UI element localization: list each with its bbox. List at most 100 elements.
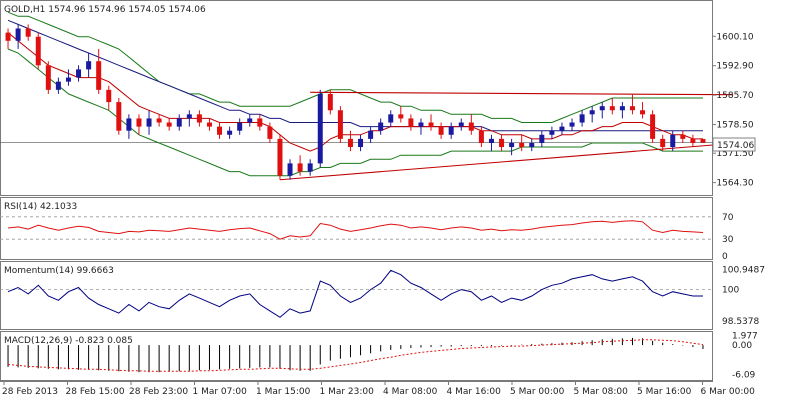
price-series-group	[0, 11, 734, 181]
candle-body	[136, 118, 142, 127]
candle-body	[509, 142, 515, 148]
momentum-line	[7, 269, 703, 318]
candle-body	[398, 114, 404, 119]
candle-body	[640, 110, 646, 115]
time-tick-label: 28 Feb 2013	[2, 387, 58, 397]
candle-body	[690, 138, 696, 143]
candle-body	[237, 122, 243, 131]
price-y-tick-label: 1600.10	[716, 32, 753, 42]
candle-body	[206, 122, 212, 127]
candle-body	[670, 134, 676, 148]
candle-body	[347, 138, 353, 148]
price-y-tick-label: 1585.70	[716, 91, 753, 101]
time-tick-label: 5 Mar 00:00	[510, 387, 565, 397]
candle-body	[156, 118, 162, 123]
momentum-pane	[0, 261, 713, 330]
rsi-line	[7, 220, 704, 240]
time-tick-label: 1 Mar 07:00	[193, 387, 248, 397]
macd-signal-line	[7, 339, 704, 372]
candle-body	[438, 126, 444, 135]
candle-body	[569, 122, 575, 127]
price-badge: 1574.06	[717, 141, 754, 151]
candle-body	[358, 138, 364, 148]
momentum-y-tick-label: 100	[722, 286, 739, 296]
candle-body	[478, 130, 484, 143]
candle-body	[55, 81, 61, 90]
candle-body	[428, 122, 434, 127]
time-tick-label: 6 Mar 00:00	[701, 387, 756, 397]
candle-body	[519, 142, 525, 148]
candle-body	[408, 118, 414, 127]
candle-body	[650, 114, 656, 139]
time-tick-label: 28 Feb 15:00	[66, 387, 125, 397]
candle-body	[307, 163, 313, 172]
rsi-y-tick-label: 0	[722, 252, 728, 262]
time-tick-label: 28 Feb 23:00	[129, 387, 188, 397]
candle-body	[378, 122, 384, 131]
candle-body	[488, 138, 494, 143]
candle-body	[126, 118, 132, 131]
price-y-tick-label: 1592.90	[716, 62, 753, 72]
candle-body	[247, 118, 253, 123]
price-y-tick-label: 1578.50	[716, 121, 753, 131]
macd-y-tick-label: 1.977	[732, 332, 758, 342]
candle-body	[327, 93, 333, 111]
candle-body	[217, 126, 223, 135]
candle-body	[5, 32, 11, 41]
candle-body	[458, 122, 464, 127]
momentum-y-tick-label: 100.9487	[722, 265, 765, 275]
rsi-series-group	[0, 216, 712, 240]
candle-body	[388, 114, 394, 123]
candle-body	[277, 138, 283, 176]
candle-body	[579, 114, 585, 123]
candle-body	[529, 142, 535, 148]
candle-body	[499, 138, 505, 148]
macd-series-group	[7, 337, 704, 373]
candle-body	[559, 126, 565, 131]
trend-line	[310, 91, 734, 96]
candle-body	[45, 65, 51, 90]
axis-labels-group: 1600.10 1592.90 1585.70 1578.50 1571.50 1564.…	[2, 32, 765, 397]
time-tick-label: 5 Mar 16:00	[637, 387, 692, 397]
candle-body	[619, 106, 625, 111]
candle-body	[468, 122, 474, 131]
price-y-tick-label: 1564.30	[716, 179, 753, 189]
candle-body	[660, 138, 666, 148]
candle-body	[186, 114, 192, 119]
candle-body	[599, 106, 605, 111]
macd-y-tick-label: -6.09	[732, 371, 756, 381]
candle-body	[35, 36, 41, 66]
candle-body	[680, 134, 686, 139]
macd-y-tick-label: 0.00	[732, 341, 752, 351]
candle-body	[96, 61, 102, 90]
candle-body	[448, 126, 454, 135]
candle-body	[25, 28, 31, 37]
candle-body	[196, 114, 202, 123]
momentum-y-tick-label: 98.5378	[722, 317, 759, 327]
candle-body	[116, 102, 122, 131]
price-badge-bg	[712, 137, 756, 152]
macd-title: MACD(12,26,9) -0.823 0.085	[4, 336, 133, 346]
fast-ma-line	[7, 32, 703, 152]
price-y-tick-label: 1571.50	[716, 149, 753, 159]
candle-body	[629, 106, 635, 111]
symbol-header: GOLD,H1 1574.96 1574.96 1574.05 1574.06	[4, 5, 206, 15]
candle-body	[227, 130, 233, 135]
rsi-pane	[0, 197, 713, 260]
candle-body	[176, 118, 182, 127]
candle-body	[287, 163, 293, 176]
candle-body	[297, 163, 303, 172]
candle-body	[146, 118, 152, 127]
momentum-series-group	[0, 269, 712, 318]
upper-band-line	[7, 11, 703, 123]
time-tick-label: 1 Mar 15:00	[256, 387, 311, 397]
candle-body	[317, 93, 323, 164]
candle-body	[106, 89, 112, 103]
candle-body	[418, 122, 424, 127]
time-tick-label: 4 Mar 08:00	[383, 387, 438, 397]
candle-body	[86, 61, 92, 70]
candle-body	[166, 122, 172, 127]
rsi-y-tick-label: 30	[722, 235, 734, 245]
